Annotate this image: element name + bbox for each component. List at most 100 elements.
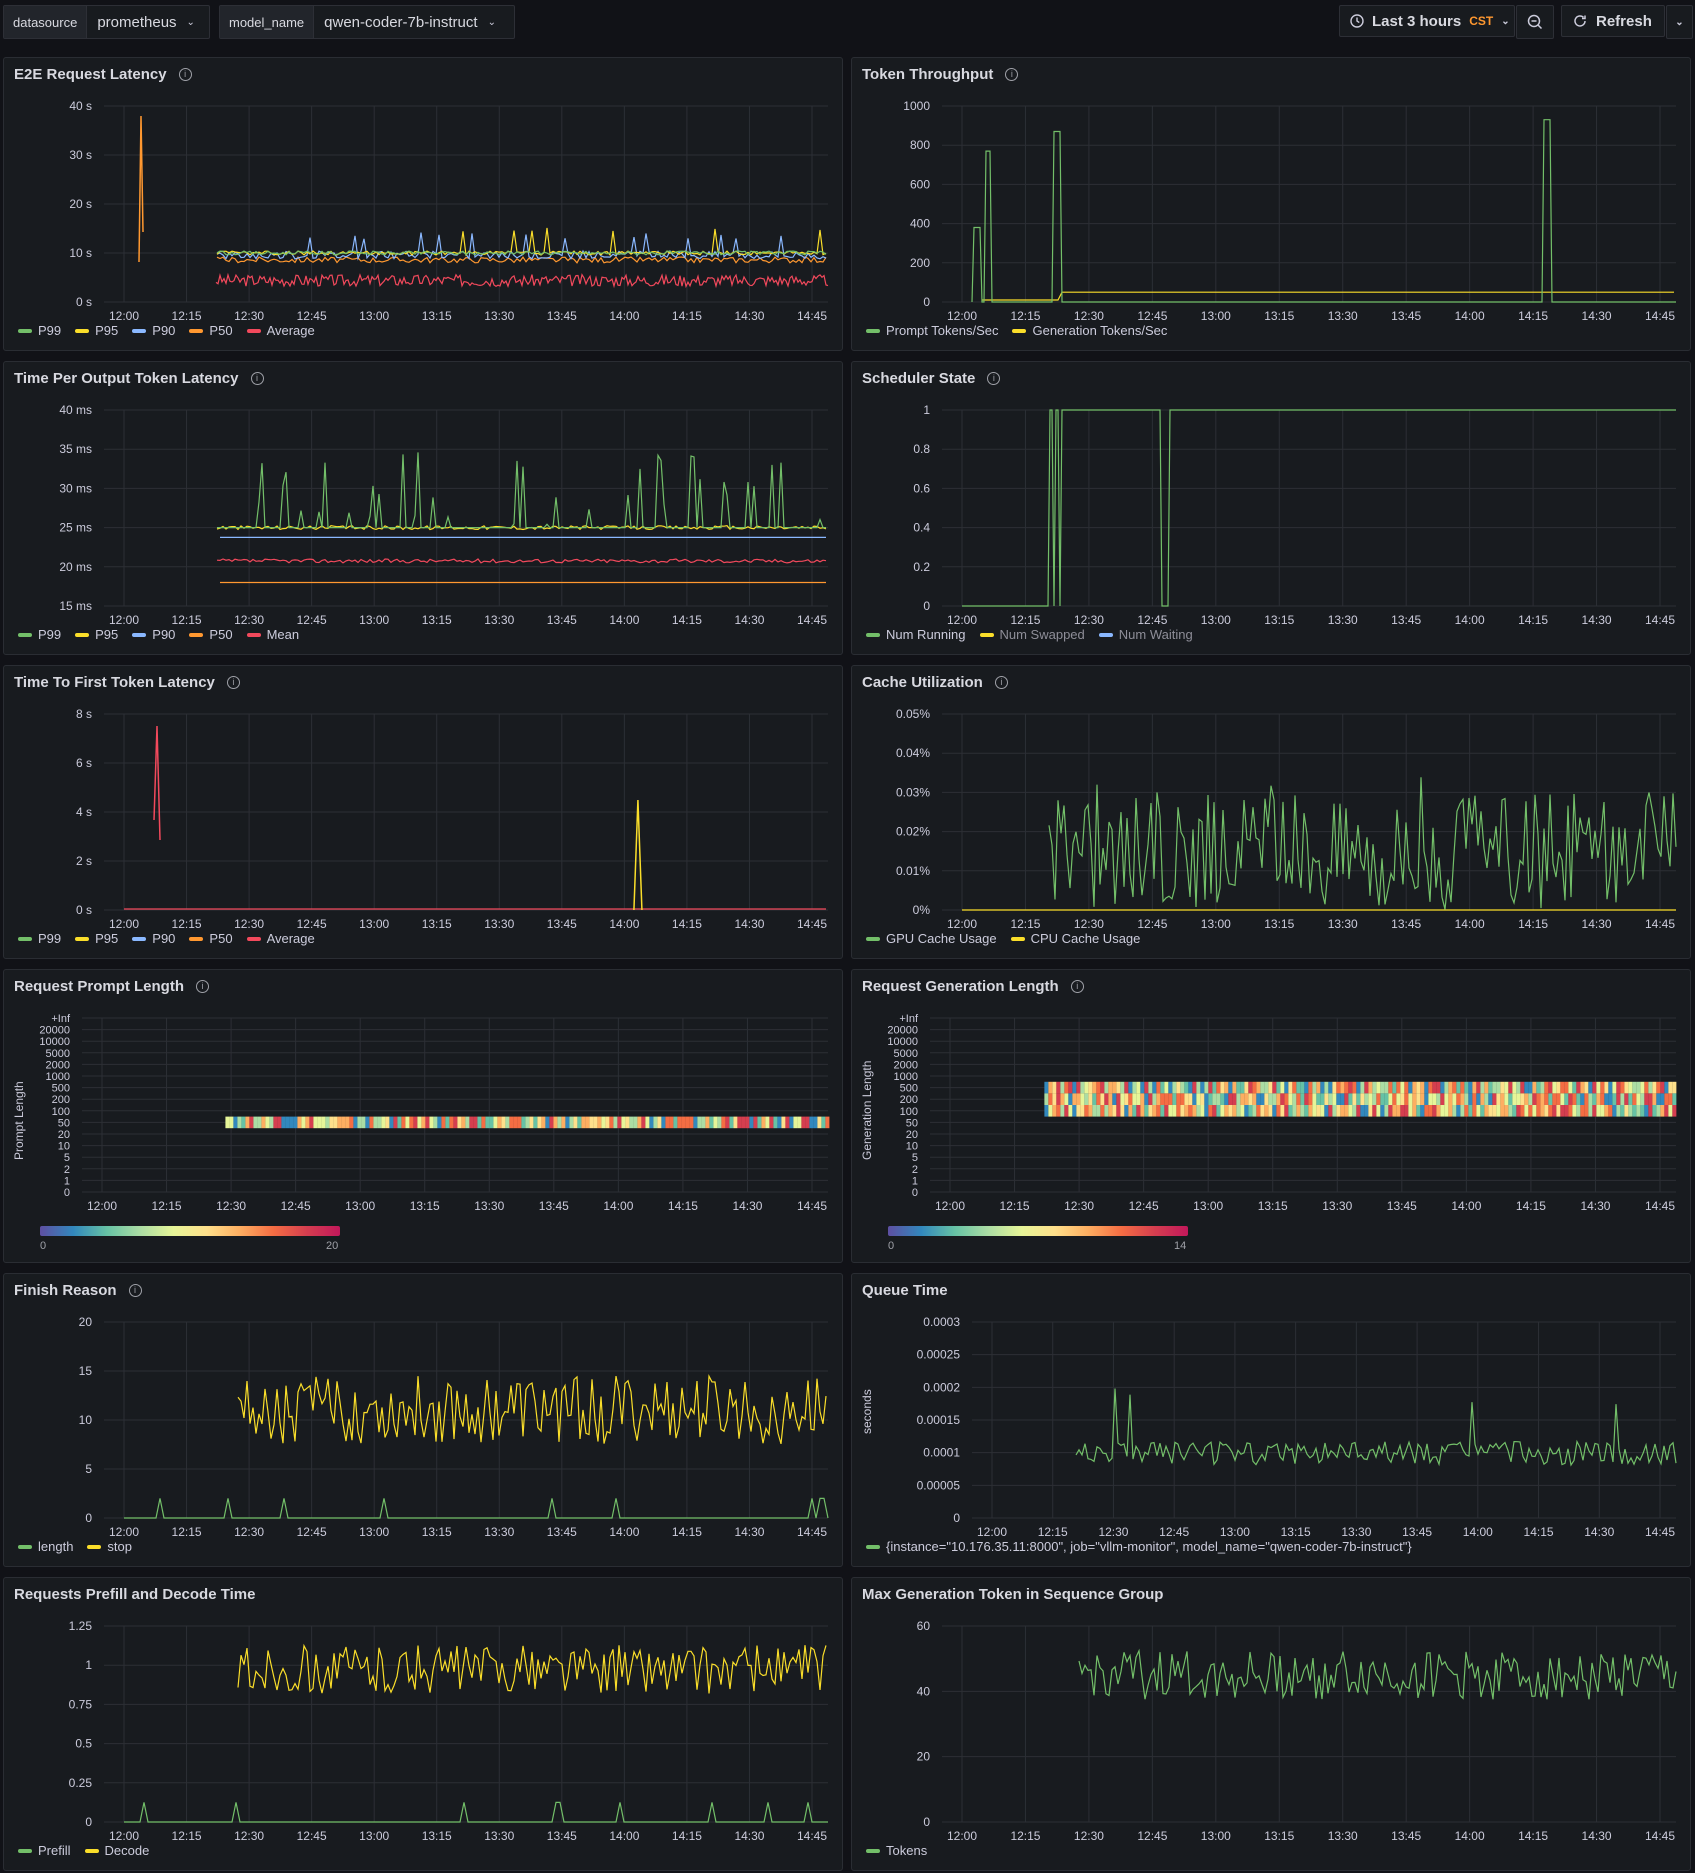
heatmap-cell	[1616, 1081, 1621, 1094]
refresh-button[interactable]: Refresh	[1561, 5, 1665, 37]
heatmap-cell	[1480, 1105, 1485, 1117]
panel-request-generation-length[interactable]: Request Generation Length i +Inf 20000 10000…	[851, 969, 1691, 1263]
panel-request-prompt-length[interactable]: Request Prompt Length i +Inf 20000 10000 5000…	[3, 969, 843, 1263]
legend-item[interactable]: Prefill	[18, 1843, 71, 1858]
heatmap-cell	[1060, 1081, 1065, 1094]
panel-scheduler-state[interactable]: Scheduler State i 1 0.8 0.6 0.4 0.2 0 12:00 12:15…	[851, 361, 1691, 655]
y-tick-label: 5000	[894, 1048, 918, 1060]
legend-item[interactable]: P99	[18, 627, 61, 642]
legend-item[interactable]: P50	[189, 323, 233, 338]
heatmap-cell	[1368, 1093, 1373, 1105]
legend-swatch	[866, 936, 880, 941]
legend-item[interactable]: Average	[246, 323, 315, 338]
panel-finish-reason[interactable]: Finish Reason i 20 15 10 5 0 12:00 12:15 12:30 12:…	[3, 1273, 843, 1567]
info-icon[interactable]: i	[1070, 980, 1084, 993]
chart-plot[interactable]: 0.0003 0.00025 0.0002 0.00015 0.0001 0.00005 0…	[852, 1274, 1692, 1568]
legend-item[interactable]: P50	[189, 627, 233, 642]
heatmap-cell	[1648, 1105, 1653, 1117]
panel-title-text: Queue Time	[862, 1282, 948, 1299]
x-tick-label: 14:15	[1516, 1199, 1546, 1213]
chart-plot[interactable]: +Inf200001000050002000100050020010050201…	[852, 970, 1692, 1264]
legend-item[interactable]: P95	[75, 323, 118, 338]
chart-plot[interactable]: 20 15 10 5 0 12:00 12:15 12:30 12:45 13:00 13:15 13…	[4, 1274, 844, 1568]
legend-item[interactable]: Generation Tokens/Sec	[1012, 323, 1167, 338]
info-icon[interactable]: i	[987, 372, 1001, 385]
datasource-variable[interactable]: datasource prometheus ⌄	[3, 5, 210, 39]
info-icon[interactable]: i	[994, 676, 1008, 689]
x-tick-label: 14:15	[672, 1525, 702, 1539]
legend-item[interactable]: Tokens	[866, 1843, 927, 1858]
info-icon[interactable]: i	[250, 372, 264, 385]
panel-cache-utilization[interactable]: Cache Utilization i 0.05% 0.04% 0.03% 0.02% 0.…	[851, 665, 1691, 959]
panel-token-throughput[interactable]: Token Throughput i 1000 800 600 400 200 0 12:00 1…	[851, 57, 1691, 351]
heatmap-cell	[1656, 1105, 1661, 1117]
x-tick-label: 13:45	[547, 917, 577, 931]
heatmap-cell	[353, 1116, 358, 1129]
legend-item[interactable]: Average	[246, 931, 315, 946]
legend-item[interactable]: {instance="10.176.35.11:8000", job="vllm…	[866, 1539, 1412, 1554]
panel-title: Token Throughput i	[862, 66, 1019, 83]
info-icon[interactable]: i	[226, 676, 240, 689]
x-tick-label: 13:00	[345, 1199, 375, 1213]
panel-requests-prefill-and-decode-time[interactable]: Requests Prefill and Decode Time 1.25 1 0.7…	[3, 1577, 843, 1871]
legend-item[interactable]: P95	[75, 627, 118, 642]
legend-item[interactable]: Num Swapped	[979, 627, 1085, 642]
y-tick-label: 15	[79, 1364, 93, 1378]
datasource-select[interactable]: prometheus ⌄	[87, 14, 205, 31]
x-tick-label: 14:30	[1580, 1199, 1610, 1213]
x-tick-label: 14:30	[734, 1829, 764, 1843]
legend-item[interactable]: P95	[75, 931, 118, 946]
model-name-variable[interactable]: model_name qwen-coder-7b-instruct ⌄	[219, 5, 515, 39]
legend-item[interactable]: Num Running	[866, 627, 966, 642]
y-tick-label: 1000	[894, 1071, 918, 1083]
panel-max-generation-token-in-sequence-group[interactable]: Max Generation Token in Sequence Group 60…	[851, 1577, 1691, 1871]
legend-item[interactable]: length	[18, 1539, 73, 1554]
chart-plot[interactable]: 1 0.8 0.6 0.4 0.2 0 12:00 12:15 12:30 12:45 13:00 1…	[852, 362, 1692, 656]
legend-item[interactable]: Decode	[84, 1843, 149, 1858]
legend-item[interactable]: P50	[189, 931, 233, 946]
chart-plot[interactable]: 0.05% 0.04% 0.03% 0.02% 0.01% 0% 12:00 12:15 12:…	[852, 666, 1692, 960]
legend-item[interactable]: P90	[132, 627, 175, 642]
zoom-out-button[interactable]	[1516, 5, 1554, 39]
heatmap-cell	[365, 1116, 370, 1129]
x-tick-label: 13:45	[1387, 1199, 1417, 1213]
panel-e2e-request-latency[interactable]: E2E Request Latency i 40 s 30 s 20 s 10 s 0 s 1…	[3, 57, 843, 351]
heatmap-cell	[1500, 1081, 1505, 1094]
legend-item[interactable]: Num Waiting	[1098, 627, 1193, 642]
chart-plot[interactable]: 60 40 20 0 12:00 12:15 12:30 12:45 13:00 13:15 13:…	[852, 1578, 1692, 1872]
legend-item[interactable]: GPU Cache Usage	[866, 931, 997, 946]
legend-item[interactable]: P99	[18, 931, 61, 946]
heatmap-cell	[765, 1116, 770, 1129]
heatmap-cell	[1576, 1093, 1581, 1105]
legend-label: P50	[209, 323, 233, 338]
legend-item[interactable]: P90	[132, 323, 175, 338]
chart-plot[interactable]: 1.25 1 0.75 0.5 0.25 0 12:00 12:15 12:30 12:45 13:…	[4, 1578, 844, 1872]
legend-item[interactable]: CPU Cache Usage	[1010, 931, 1140, 946]
refresh-label: Refresh	[1596, 12, 1652, 30]
panel-queue-time[interactable]: Queue Time 0.0003 0.00025 0.0002 0.00015 0.00…	[851, 1273, 1691, 1567]
heatmap-cell	[1280, 1093, 1285, 1105]
legend-item[interactable]: Mean	[246, 627, 299, 642]
refresh-interval-dropdown[interactable]: ⌄	[1666, 5, 1693, 39]
chart-plot[interactable]: 1000 800 600 400 200 0 12:00 12:15 12:30 12:45 13:…	[852, 58, 1692, 352]
chart-plot[interactable]: 40 ms 35 ms 30 ms 25 ms 20 ms 15 ms 12:00 12:15…	[4, 362, 844, 656]
info-icon[interactable]: i	[196, 980, 210, 993]
info-icon[interactable]: i	[128, 1284, 142, 1297]
heatmap-cell	[1532, 1105, 1537, 1117]
chart-plot[interactable]: +Inf200001000050002000100050020010050201…	[4, 970, 844, 1264]
model-name-select[interactable]: qwen-coder-7b-instruct ⌄	[314, 14, 506, 31]
panel-time-per-output-token-latency[interactable]: Time Per Output Token Latency i 40 ms 35 ms…	[3, 361, 843, 655]
heatmap-cell	[1108, 1105, 1113, 1117]
chart-plot[interactable]: 8 s 6 s 4 s 2 s 0 s 12:00 12:15 12:30 12:45 13:00…	[4, 666, 844, 960]
legend-item[interactable]: Prompt Tokens/Sec	[866, 323, 998, 338]
chart-plot[interactable]: 40 s 30 s 20 s 10 s 0 s 12:00 12:15 12:30 12:45 1…	[4, 58, 844, 352]
info-icon[interactable]: i	[178, 68, 192, 81]
time-range-picker[interactable]: Last 3 hours CST ⌄	[1339, 5, 1515, 37]
heatmap-cell	[809, 1116, 814, 1129]
heatmap-cell	[1128, 1105, 1133, 1117]
legend-item[interactable]: stop	[87, 1539, 132, 1554]
info-icon[interactable]: i	[1005, 68, 1019, 81]
legend-item[interactable]: P99	[18, 323, 61, 338]
legend-item[interactable]: P90	[132, 931, 175, 946]
panel-time-to-first-token-latency[interactable]: Time To First Token Latency i 8 s 6 s 4 s 2 s…	[3, 665, 843, 959]
